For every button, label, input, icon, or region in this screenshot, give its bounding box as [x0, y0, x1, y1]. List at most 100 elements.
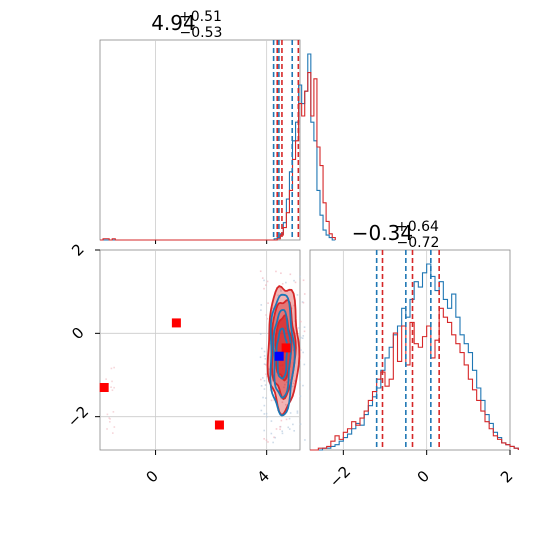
blue-square-marker — [274, 351, 284, 361]
sample-point — [260, 409, 263, 412]
sample-point — [280, 397, 282, 400]
sample-point — [302, 335, 305, 337]
sample-point — [270, 432, 273, 435]
sample-point — [263, 379, 266, 382]
sample-point — [288, 428, 291, 430]
sample-point — [303, 330, 306, 333]
sample-point — [285, 281, 287, 284]
sample-point — [263, 404, 266, 407]
sample-point — [299, 275, 301, 278]
sample-point — [264, 384, 267, 386]
sample-point — [260, 309, 262, 311]
sample-point — [280, 289, 282, 291]
sample-point — [265, 373, 267, 375]
sample-point — [279, 426, 281, 428]
sample-point — [260, 304, 263, 306]
sample-point — [271, 307, 274, 310]
sample-point — [263, 287, 265, 290]
sample-point — [287, 426, 290, 429]
sample-point — [285, 418, 288, 421]
bottom-hist-panel: −0.34 +0.64 −0.72 −2 0 2 — [309, 219, 519, 491]
sample-point — [273, 399, 276, 401]
y-tick-label: 0 — [68, 324, 87, 343]
sample-point — [299, 320, 302, 323]
sample-point — [111, 432, 114, 434]
sample-point — [268, 368, 270, 370]
sample-point — [265, 397, 267, 399]
top-hist-title: 4.94 +0.51 −0.53 — [151, 6, 227, 41]
sample-point — [113, 366, 115, 369]
sample-point — [281, 430, 284, 433]
histogram-series-2 — [100, 72, 336, 241]
sample-point — [291, 385, 294, 388]
sample-point — [303, 363, 306, 366]
sample-point — [274, 436, 277, 439]
sample-point — [285, 381, 288, 383]
contour-level-2-2 — [272, 308, 292, 399]
sample-point — [113, 386, 115, 389]
sample-point — [110, 367, 113, 370]
sample-point — [279, 428, 281, 431]
sample-point — [265, 314, 267, 316]
sample-point — [280, 272, 282, 275]
sample-point — [263, 350, 266, 353]
sample-point — [265, 439, 268, 442]
sample-point — [266, 375, 268, 378]
sample-point — [263, 413, 266, 415]
x-tick-label: 0 — [143, 467, 162, 486]
sample-point — [277, 294, 279, 297]
x-tick-label: 4 — [254, 467, 273, 486]
sample-point — [296, 294, 299, 296]
sample-point — [299, 381, 301, 383]
sample-point — [266, 280, 269, 283]
sample-point — [271, 379, 274, 382]
sample-point — [302, 384, 304, 387]
scatter-panel: 0 4 2 0 −2 — [64, 240, 306, 486]
sample-point — [109, 418, 111, 420]
sample-point — [263, 279, 265, 282]
contour-level-2-1 — [269, 293, 296, 417]
sample-point — [259, 356, 262, 359]
sample-point — [294, 281, 297, 284]
red-square-marker — [281, 343, 291, 353]
histogram-series-2 — [310, 307, 519, 451]
top-hist-frame — [99, 39, 301, 241]
sample-point — [110, 386, 112, 388]
sample-point — [285, 403, 287, 406]
sample-point — [267, 441, 269, 443]
sample-point — [261, 277, 264, 279]
sample-point — [296, 410, 299, 413]
x-tick-label: −2 — [326, 463, 354, 491]
sample-point — [293, 429, 295, 432]
sample-point — [105, 378, 107, 380]
sample-point — [111, 380, 113, 383]
sample-point — [301, 337, 304, 340]
sample-point — [280, 419, 283, 422]
sample-point — [106, 413, 109, 416]
sample-point — [273, 436, 275, 439]
sample-point — [263, 388, 266, 390]
sample-point — [289, 379, 292, 381]
y-tick-label: 2 — [68, 240, 87, 259]
sample-point — [303, 326, 306, 328]
sample-point — [260, 378, 262, 381]
sample-point — [266, 415, 268, 418]
sample-point — [264, 358, 267, 360]
sample-point — [270, 420, 273, 422]
sample-point — [280, 290, 282, 292]
sample-point — [263, 429, 266, 432]
sample-point — [292, 423, 294, 426]
sample-point — [302, 351, 304, 354]
sample-point — [299, 423, 302, 425]
sample-point — [265, 284, 267, 286]
red-square-marker — [171, 318, 181, 328]
sample-point — [108, 420, 111, 423]
sample-point — [259, 333, 262, 335]
sample-point — [300, 336, 302, 339]
sample-point — [113, 426, 116, 428]
sample-point — [299, 349, 302, 351]
sample-point — [261, 347, 263, 350]
sample-point — [293, 304, 295, 307]
sample-point — [284, 383, 286, 386]
sample-point — [294, 380, 296, 382]
